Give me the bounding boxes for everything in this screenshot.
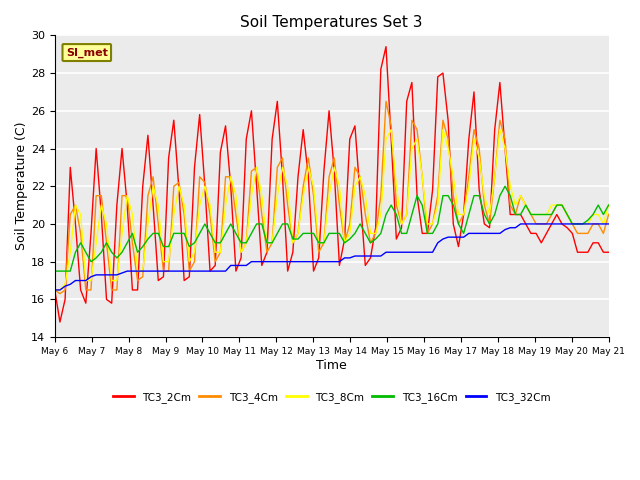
Legend: TC3_2Cm, TC3_4Cm, TC3_8Cm, TC3_16Cm, TC3_32Cm: TC3_2Cm, TC3_4Cm, TC3_8Cm, TC3_16Cm, TC3… (109, 387, 554, 407)
X-axis label: Time: Time (316, 359, 347, 372)
Y-axis label: Soil Temperature (C): Soil Temperature (C) (15, 122, 28, 251)
Title: Soil Temperatures Set 3: Soil Temperatures Set 3 (241, 15, 423, 30)
Text: SI_met: SI_met (66, 48, 108, 58)
